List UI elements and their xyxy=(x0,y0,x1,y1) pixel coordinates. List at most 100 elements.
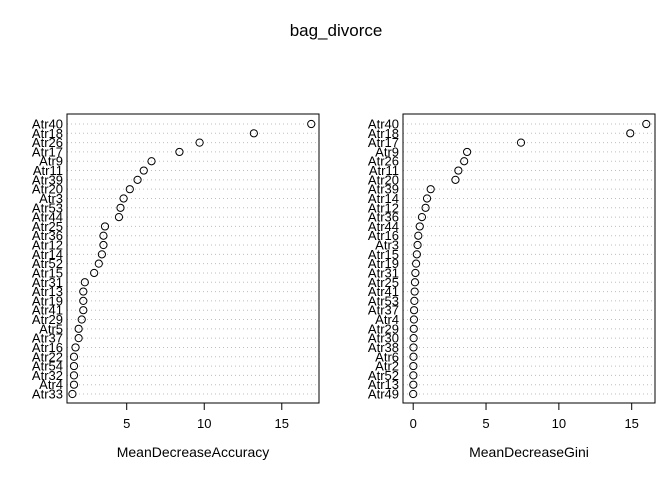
x-axis-label: MeanDecreaseGini xyxy=(469,444,589,460)
chart-title: bag_divorce xyxy=(290,21,383,40)
category-label: Atr15 xyxy=(32,265,63,280)
category-label: Atr30 xyxy=(368,331,399,346)
data-point xyxy=(411,268,420,278)
category-label: Atr39 xyxy=(368,182,399,197)
data-point xyxy=(422,194,432,203)
data-point xyxy=(412,250,421,259)
data-point xyxy=(409,380,418,389)
data-point xyxy=(415,222,424,231)
data-point xyxy=(99,231,108,240)
data-point xyxy=(71,343,80,352)
category-label: Atr18 xyxy=(32,126,63,141)
data-point xyxy=(642,119,651,129)
category-label: Atr3 xyxy=(375,238,399,253)
category-label: Atr16 xyxy=(368,228,399,243)
category-label: Atr40 xyxy=(32,117,63,132)
data-point xyxy=(175,147,184,157)
category-label: Atr25 xyxy=(32,219,63,234)
data-point xyxy=(147,157,156,166)
category-label: Atr36 xyxy=(368,210,399,225)
data-point xyxy=(69,371,79,380)
category-label: Atr29 xyxy=(32,312,63,327)
category-label: Atr25 xyxy=(368,275,399,290)
data-point xyxy=(409,361,418,371)
category-label: Atr41 xyxy=(32,303,63,318)
category-label: Atr49 xyxy=(368,387,399,402)
data-point xyxy=(97,250,106,259)
data-point xyxy=(462,147,472,157)
category-label: Atr39 xyxy=(32,172,63,187)
category-label: Atr20 xyxy=(368,172,399,187)
data-point xyxy=(69,361,79,371)
category-label: Atr44 xyxy=(32,210,63,225)
data-point xyxy=(80,278,89,287)
category-label: Atr38 xyxy=(368,340,399,355)
data-point xyxy=(79,306,88,315)
data-point xyxy=(139,166,148,175)
category-label: Atr18 xyxy=(368,126,399,141)
category-label: Atr40 xyxy=(368,117,399,132)
category-label: Atr29 xyxy=(368,321,399,336)
data-point xyxy=(413,240,422,250)
category-label: Atr26 xyxy=(368,154,399,169)
category-label: Atr37 xyxy=(368,303,399,318)
category-label: Atr22 xyxy=(32,349,63,364)
data-point xyxy=(79,296,88,305)
data-point xyxy=(90,268,99,278)
category-label: Atr54 xyxy=(32,359,63,374)
data-point xyxy=(409,389,418,399)
category-label: Atr2 xyxy=(375,359,399,374)
category-label: Atr26 xyxy=(32,135,63,150)
data-point xyxy=(451,175,460,184)
category-label: Atr31 xyxy=(32,275,63,290)
data-point xyxy=(460,157,469,166)
data-point xyxy=(417,213,427,222)
data-point xyxy=(69,352,79,361)
category-label: Atr13 xyxy=(32,284,63,299)
data-point xyxy=(412,259,421,268)
category-label: Atr31 xyxy=(368,265,399,280)
data-point xyxy=(116,203,125,212)
category-label: Atr44 xyxy=(368,219,399,234)
data-point xyxy=(410,287,419,296)
category-label: Atr9 xyxy=(375,144,399,159)
x-axis-label: MeanDecreaseAccuracy xyxy=(117,444,270,460)
x-tick-label: 10 xyxy=(552,416,566,431)
x-tick-label: 10 xyxy=(197,416,211,431)
data-point xyxy=(409,343,418,352)
data-point xyxy=(249,129,258,138)
category-label: Atr17 xyxy=(32,144,63,159)
category-label: Atr11 xyxy=(33,163,63,178)
category-label: Atr15 xyxy=(368,247,399,262)
category-label: Atr3 xyxy=(39,191,63,206)
data-point xyxy=(125,185,134,194)
x-tick-label: 5 xyxy=(482,416,489,431)
data-point xyxy=(516,138,526,147)
category-label: Atr19 xyxy=(32,293,63,308)
data-point xyxy=(74,334,83,343)
x-tick-label: 15 xyxy=(624,416,638,431)
category-label: Atr12 xyxy=(32,238,63,253)
category-label: Atr12 xyxy=(368,200,399,215)
data-point xyxy=(133,175,142,184)
x-tick-label: 5 xyxy=(123,416,130,431)
x-tick-label: 15 xyxy=(275,416,289,431)
data-point xyxy=(119,194,128,203)
category-label: Atr11 xyxy=(369,163,399,178)
data-point xyxy=(409,315,419,324)
category-label: Atr33 xyxy=(32,387,63,402)
category-label: Atr16 xyxy=(32,340,63,355)
data-point xyxy=(69,380,79,389)
data-point xyxy=(626,129,635,138)
category-label: Atr17 xyxy=(368,135,399,150)
category-label: Atr53 xyxy=(368,293,399,308)
data-point xyxy=(414,231,423,240)
category-label: Atr13 xyxy=(368,377,399,392)
category-label: Atr14 xyxy=(368,191,399,206)
plot-frame xyxy=(402,113,656,404)
category-label: Atr32 xyxy=(32,368,63,383)
category-label: Atr4 xyxy=(39,377,63,392)
data-point xyxy=(409,334,418,343)
x-tick-label: 0 xyxy=(410,416,417,431)
data-point xyxy=(410,296,419,305)
